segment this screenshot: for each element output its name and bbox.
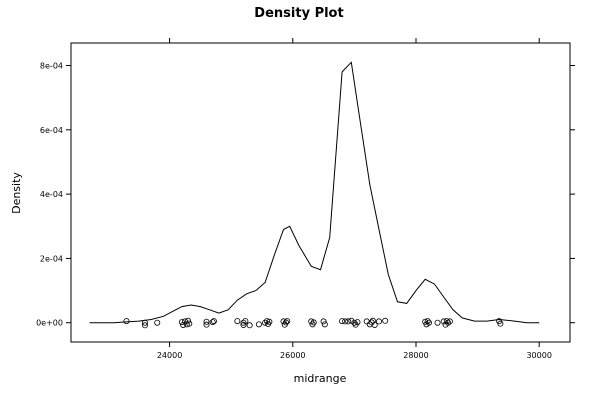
y-tick-label: 2e-04 xyxy=(40,254,63,263)
rug-points xyxy=(123,317,504,329)
data-point xyxy=(320,318,327,325)
data-point xyxy=(382,317,389,324)
data-point xyxy=(363,318,370,325)
data-point xyxy=(246,322,253,329)
y-axis-label: Density xyxy=(10,172,23,214)
data-point xyxy=(425,319,432,326)
data-point xyxy=(154,319,161,326)
data-point xyxy=(234,318,241,325)
data-point xyxy=(283,319,290,326)
data-point xyxy=(186,320,193,327)
data-point xyxy=(242,318,249,325)
data-point xyxy=(310,319,317,326)
data-point xyxy=(446,318,453,325)
data-point xyxy=(440,318,447,325)
data-point xyxy=(255,321,262,328)
data-point xyxy=(240,319,247,326)
data-point xyxy=(345,318,352,325)
y-tick-label: 4e-04 xyxy=(40,190,63,199)
data-point xyxy=(424,318,431,325)
data-point xyxy=(123,318,130,325)
data-point xyxy=(339,318,346,325)
y-tick-label: 6e-04 xyxy=(40,126,63,135)
x-tick-label: 30000 xyxy=(526,351,551,360)
x-tick-label: 24000 xyxy=(157,351,182,360)
y-tick-label: 0e+00 xyxy=(36,319,63,328)
data-point xyxy=(209,319,216,326)
plot-frame xyxy=(70,42,571,343)
x-axis-label: midrange xyxy=(294,372,347,385)
x-tick-label: 28000 xyxy=(403,351,428,360)
axis-ticks: 24000 26000 28000 30000 0e+00 2e-04 4e-04 6e-04… xyxy=(36,38,575,360)
density-lines xyxy=(89,61,540,324)
data-point xyxy=(434,319,441,326)
data-point xyxy=(348,317,355,324)
data-point xyxy=(203,318,210,325)
data-point xyxy=(371,321,378,328)
x-tick-label: 26000 xyxy=(280,351,305,360)
density-curve xyxy=(89,61,540,324)
data-point xyxy=(203,321,210,328)
data-point xyxy=(240,321,247,328)
data-point xyxy=(497,320,504,327)
data-point xyxy=(376,318,383,325)
data-point xyxy=(342,318,349,325)
data-point xyxy=(210,318,217,325)
data-point xyxy=(354,319,361,326)
data-point xyxy=(183,321,190,328)
data-point xyxy=(185,317,192,324)
y-tick-label: 8e-04 xyxy=(40,62,63,71)
data-point xyxy=(321,321,328,328)
data-point xyxy=(263,318,270,325)
data-point xyxy=(266,318,273,325)
data-point xyxy=(180,321,187,328)
data-point xyxy=(178,319,185,326)
data-point xyxy=(445,319,452,326)
data-point xyxy=(443,318,450,325)
data-point xyxy=(262,319,269,326)
chart-title: Density Plot xyxy=(254,6,343,21)
data-point xyxy=(284,318,291,325)
data-point xyxy=(141,322,148,329)
